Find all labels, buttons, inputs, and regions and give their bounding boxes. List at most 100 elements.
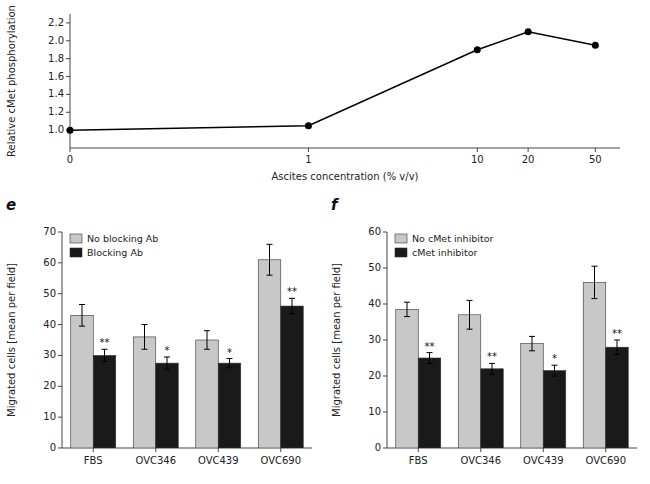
significance: ** — [612, 328, 622, 339]
bar — [458, 315, 481, 448]
legend-swatch — [70, 248, 82, 257]
bar — [93, 355, 116, 448]
y-tick-label: 40 — [43, 319, 56, 330]
error-cap — [289, 313, 295, 314]
error-cap — [102, 349, 108, 350]
y-tick — [58, 262, 62, 263]
error-cap — [267, 244, 273, 245]
y-tick-label: 30 — [368, 334, 381, 345]
bar — [133, 337, 156, 448]
x-tick — [70, 148, 71, 152]
point — [525, 28, 532, 35]
error-cap — [489, 374, 495, 375]
x-tick-label: OVC439 — [523, 455, 564, 466]
panel-title: e — [6, 196, 16, 214]
y-tick-label: 1.8 — [48, 53, 64, 64]
error-cap — [614, 340, 620, 341]
legend-label: No blocking Ab — [87, 233, 158, 244]
x-tick-label: OVC346 — [460, 455, 501, 466]
y-tick — [383, 376, 387, 377]
error-stem — [104, 349, 105, 361]
y-tick — [383, 412, 387, 413]
y-tick-label: 60 — [43, 257, 56, 268]
chart-1: 010203040506070Migrated cells [mean per … — [6, 196, 312, 466]
y-tick-label: 70 — [43, 226, 56, 237]
y-axis-label: Migrated cells [mean per field] — [331, 263, 342, 417]
error-cap — [427, 352, 433, 353]
error-cap — [267, 275, 273, 276]
bar — [258, 260, 281, 448]
error-cap — [227, 367, 233, 368]
y-tick — [383, 448, 387, 449]
point — [592, 42, 599, 49]
error-stem — [594, 266, 595, 298]
bar — [396, 309, 419, 448]
error-stem — [82, 305, 83, 327]
error-cap — [467, 329, 473, 330]
error-stem — [207, 331, 208, 350]
error-cap — [204, 330, 210, 331]
x-tick-label: OVC690 — [260, 455, 301, 466]
chart-0: 1.01.21.41.61.82.02.2Relative cMet phosp… — [6, 5, 620, 182]
y-tick — [383, 268, 387, 269]
x-tick — [418, 448, 419, 452]
y-tick-label: 0 — [375, 442, 381, 453]
error-bar — [467, 300, 473, 329]
y-tick-label: 40 — [368, 298, 381, 309]
y-tick — [58, 417, 62, 418]
y-tick-label: 1.4 — [48, 88, 64, 99]
y-tick — [58, 293, 62, 294]
error-cap — [142, 324, 148, 325]
x-tick-label: 10 — [471, 154, 484, 165]
bar — [218, 363, 241, 448]
error-stem — [229, 359, 230, 368]
line — [70, 32, 595, 130]
y-axis-label: Migrated cells [mean per field] — [6, 263, 17, 417]
error-stem — [532, 336, 533, 350]
y-tick-label: 10 — [368, 406, 381, 417]
x-tick — [595, 148, 596, 152]
error-stem — [469, 300, 470, 329]
y-axis-line — [62, 232, 63, 448]
x-tick — [528, 148, 529, 152]
significance: ** — [487, 351, 497, 362]
error-cap — [142, 349, 148, 350]
error-cap — [79, 304, 85, 305]
error-stem — [617, 340, 618, 354]
y-tick — [66, 112, 70, 113]
error-cap — [592, 266, 598, 267]
legend: No blocking AbBlocking Ab — [70, 233, 158, 258]
y-tick — [66, 58, 70, 59]
bar — [156, 363, 179, 448]
x-tick — [155, 448, 156, 452]
bar — [481, 369, 504, 448]
x-tick-label: 1 — [305, 154, 311, 165]
y-tick-label: 1.2 — [48, 106, 64, 117]
y-tick — [66, 40, 70, 41]
error-bar — [79, 305, 85, 327]
marks — [396, 266, 629, 448]
marks — [71, 244, 304, 448]
y-tick — [58, 232, 62, 233]
y-tick-label: 2.0 — [48, 35, 64, 46]
point — [305, 122, 312, 129]
x-axis-label: Ascites concentration (% v/v) — [272, 171, 419, 182]
bar — [521, 344, 544, 448]
x-tick-label: FBS — [409, 455, 428, 466]
y-tick — [58, 355, 62, 356]
error-cap — [289, 298, 295, 299]
error-cap — [467, 300, 473, 301]
legend-swatch — [70, 234, 82, 243]
error-cap — [592, 298, 598, 299]
error-stem — [492, 363, 493, 374]
x-tick — [218, 448, 219, 452]
error-bar — [529, 336, 535, 350]
y-tick — [58, 448, 62, 449]
y-tick-label: 20 — [43, 380, 56, 391]
bar — [543, 371, 566, 448]
error-stem — [429, 353, 430, 364]
error-cap — [164, 356, 170, 357]
error-cap — [552, 376, 558, 377]
legend: No cMet inhibitorcMet inhibitor — [395, 233, 493, 258]
x-axis-line — [70, 148, 620, 149]
